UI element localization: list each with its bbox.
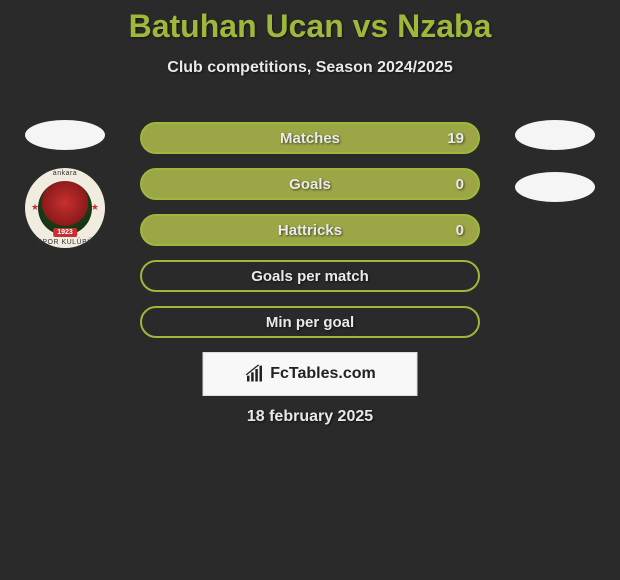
bar-label: Hattricks <box>278 222 342 239</box>
bar-label: Min per goal <box>266 314 354 331</box>
badge-inner-emblem: 1923 <box>38 181 92 235</box>
left-player-column: ankara ★ ★ 1923 SPOR KULÜBÜ <box>20 120 110 248</box>
stat-bar-min-per-goal: Min per goal <box>140 306 480 338</box>
left-club-badge: ankara ★ ★ 1923 SPOR KULÜBÜ <box>25 168 105 248</box>
bar-value: 0 <box>456 176 464 193</box>
club-name-bottom: SPOR KULÜBÜ <box>25 239 105 246</box>
stat-bar-goals: Goals 0 <box>140 168 480 200</box>
subtitle: Club competitions, Season 2024/2025 <box>0 59 620 77</box>
stat-bars: Matches 19 Goals 0 Hattricks 0 Goals per… <box>140 122 480 352</box>
bar-label: Goals <box>289 176 331 193</box>
bar-chart-icon <box>244 364 264 384</box>
star-icon: ★ <box>91 202 99 213</box>
right-flag <box>515 120 595 150</box>
club-year: 1923 <box>53 228 77 237</box>
footer-brand-badge: FcTables.com <box>203 352 418 396</box>
right-player-column <box>510 120 600 220</box>
club-name-top: ankara <box>25 170 105 177</box>
bar-value: 0 <box>456 222 464 239</box>
stat-bar-goals-per-match: Goals per match <box>140 260 480 292</box>
page-title: Batuhan Ucan vs Nzaba <box>0 0 620 45</box>
bar-label: Goals per match <box>251 268 369 285</box>
right-club-badge <box>515 172 595 202</box>
stat-bar-matches: Matches 19 <box>140 122 480 154</box>
footer-brand-text: FcTables.com <box>270 365 376 383</box>
date-label: 18 february 2025 <box>0 408 620 426</box>
bar-label: Matches <box>280 130 340 147</box>
stat-bar-hattricks: Hattricks 0 <box>140 214 480 246</box>
bar-value: 19 <box>447 130 464 147</box>
left-flag <box>25 120 105 150</box>
